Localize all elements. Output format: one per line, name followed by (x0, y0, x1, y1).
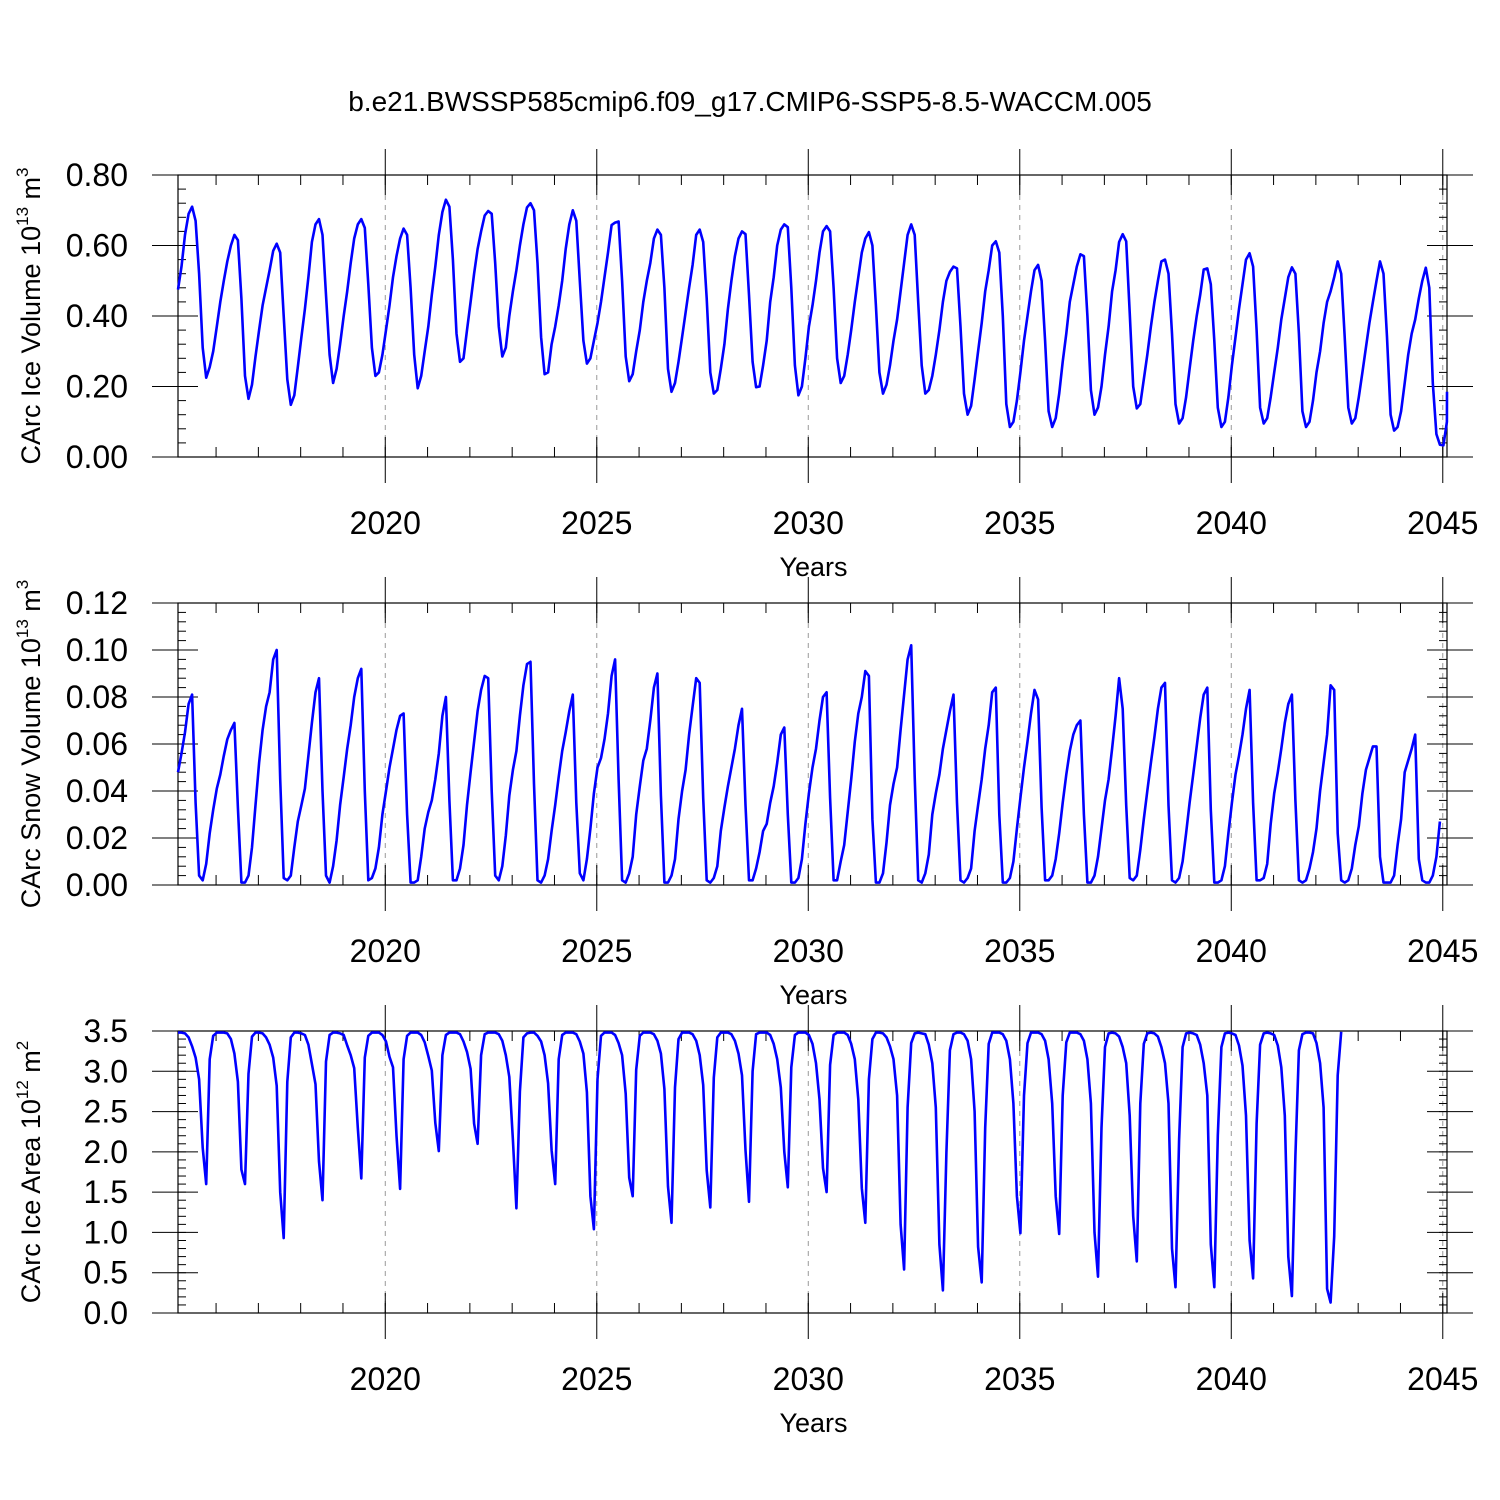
y-tick-label: 3.5 (84, 1013, 128, 1049)
y-tick-label: 2.0 (84, 1134, 128, 1170)
x-tick-label: 2020 (350, 1361, 421, 1397)
plot-frame (177, 1030, 1448, 1314)
y-tick-label: 1.5 (84, 1174, 128, 1210)
y-tick-label: 0.0 (84, 1295, 128, 1331)
y-axis-label-unit-exponent: 2 (13, 1041, 32, 1050)
x-tick-label: 2040 (1196, 1361, 1267, 1397)
ice-volume-panel: 2020 2025 2030 2035 2040 2045 0.00 0.20 0.40 0.60… (13, 149, 1478, 582)
x-tick-label: 2030 (773, 505, 844, 541)
snow-volume-series-line (176, 643, 1442, 884)
x-tick-label: 2040 (1196, 505, 1267, 541)
x-tick-label: 2035 (984, 1361, 1055, 1397)
x-tick-label: 2035 (984, 505, 1055, 541)
x-tick-label: 2045 (1407, 1361, 1478, 1397)
x-tick-label: 2020 (350, 505, 421, 541)
y-axis-label-unit: m (16, 177, 46, 207)
y-axis-label-exponent: 13 (13, 619, 32, 638)
y-tick-label: 1.0 (84, 1214, 128, 1250)
y-tick-label: 0.00 (66, 867, 128, 903)
y-tick-label: 0.06 (66, 726, 128, 762)
y-axis-label-exponent: 12 (13, 1080, 32, 1099)
y-axis-label-exponent: 13 (13, 207, 32, 226)
y-tick-label: 0.00 (66, 439, 128, 475)
x-tick-label: 2045 (1407, 505, 1478, 541)
x-tick-label: 2025 (561, 505, 632, 541)
y-tick-label: 0.80 (66, 157, 128, 193)
x-axis-label: Years (779, 980, 847, 1010)
y-tick-label: 0.10 (66, 632, 128, 668)
y-axis-label-unit-exponent: 3 (13, 167, 32, 176)
x-tick-label: 2025 (561, 933, 632, 969)
y-tick-label: 3.0 (84, 1053, 128, 1089)
y-tick-label: 0.20 (66, 369, 128, 405)
y-axis-label: CArc Ice Area 1012 m2 (13, 1041, 46, 1304)
ice-volume-series-line (176, 198, 1449, 447)
x-tick-label: 2040 (1196, 933, 1267, 969)
x-tick-label: 2030 (773, 933, 844, 969)
y-axis-label: CArc Ice Volume 1013 m3 (13, 167, 46, 464)
x-tick-label: 2035 (984, 933, 1055, 969)
y-axis-label-text: CArc Ice Area 10 (16, 1099, 46, 1303)
y-tick-label: 0.02 (66, 820, 128, 856)
y-tick-label: 0.04 (66, 773, 128, 809)
y-tick-label: 0.08 (66, 679, 128, 715)
figure-title: b.e21.BWSSP585cmip6.f09_g17.CMIP6-SSP5-8… (348, 86, 1152, 117)
ice-area-panel: 2020 2025 2030 2035 2040 2045 0.0 0.5 1.0 1.5 2.0 2… (13, 1005, 1478, 1438)
x-tick-label: 2030 (773, 1361, 844, 1397)
x-tick-label: 2025 (561, 1361, 632, 1397)
ice-area-series-line (178, 1031, 1343, 1304)
y-axis-label-unit: m (16, 589, 46, 619)
y-axis-label-text: CArc Ice Volume 10 (16, 226, 46, 465)
y-axis-label-unit-exponent: 3 (13, 580, 32, 589)
y-axis-label-unit: m (16, 1050, 46, 1080)
x-axis-label: Years (779, 552, 847, 582)
y-tick-label: 0.5 (84, 1255, 128, 1291)
y-axis-label-text: CArc Snow Volume 10 (16, 638, 46, 908)
y-axis-label: CArc Snow Volume 1013 m3 (13, 580, 46, 909)
snow-volume-panel: 2020 2025 2030 2035 2040 2045 0.00 0.02 0.04 0.06… (13, 577, 1478, 1010)
x-tick-label: 2045 (1407, 933, 1478, 969)
y-tick-label: 0.60 (66, 228, 128, 264)
plot-frame (177, 602, 1448, 886)
x-axis-label: Years (779, 1408, 847, 1438)
y-tick-label: 2.5 (84, 1094, 128, 1130)
y-tick-label: 0.40 (66, 298, 128, 334)
y-tick-label: 0.12 (66, 585, 128, 621)
x-tick-label: 2020 (350, 933, 421, 969)
plot-panels: 2020 2025 2030 2035 2040 2045 0.00 0.20 0.40 0.60… (13, 149, 1478, 1438)
